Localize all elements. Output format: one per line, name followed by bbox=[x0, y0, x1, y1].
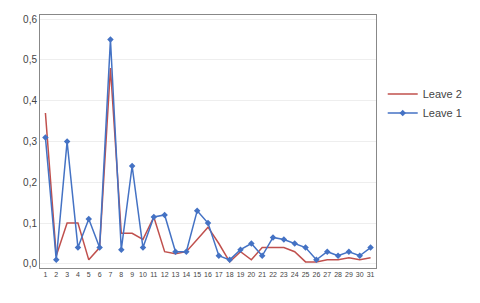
svg-text:0,6: 0,6 bbox=[23, 14, 37, 25]
svg-text:7: 7 bbox=[108, 271, 112, 278]
svg-text:1: 1 bbox=[43, 271, 47, 278]
svg-text:0,2: 0,2 bbox=[23, 177, 37, 188]
svg-text:29: 29 bbox=[345, 271, 353, 278]
svg-text:0,5: 0,5 bbox=[23, 54, 37, 65]
svg-text:26: 26 bbox=[312, 271, 320, 278]
svg-text:5: 5 bbox=[87, 271, 91, 278]
svg-text:2: 2 bbox=[54, 271, 58, 278]
svg-text:Leave 1: Leave 1 bbox=[423, 107, 462, 119]
svg-text:10: 10 bbox=[139, 271, 147, 278]
svg-text:0,1: 0,1 bbox=[23, 218, 37, 229]
svg-text:18: 18 bbox=[226, 271, 234, 278]
svg-text:20: 20 bbox=[247, 271, 255, 278]
svg-text:8: 8 bbox=[119, 271, 123, 278]
svg-text:22: 22 bbox=[269, 271, 277, 278]
svg-text:6: 6 bbox=[98, 271, 102, 278]
svg-text:25: 25 bbox=[302, 271, 310, 278]
svg-text:11: 11 bbox=[150, 271, 157, 278]
svg-text:23: 23 bbox=[280, 271, 288, 278]
svg-text:19: 19 bbox=[237, 271, 245, 278]
svg-text:12: 12 bbox=[161, 271, 169, 278]
svg-text:31: 31 bbox=[367, 271, 375, 278]
svg-text:30: 30 bbox=[356, 271, 364, 278]
svg-text:15: 15 bbox=[193, 271, 201, 278]
svg-text:Leave 2: Leave 2 bbox=[423, 88, 462, 100]
svg-text:0,0: 0,0 bbox=[23, 258, 37, 269]
svg-text:27: 27 bbox=[323, 271, 331, 278]
svg-text:0,3: 0,3 bbox=[23, 136, 37, 147]
svg-text:14: 14 bbox=[182, 271, 190, 278]
svg-text:4: 4 bbox=[76, 271, 80, 278]
svg-text:3: 3 bbox=[65, 271, 69, 278]
svg-text:17: 17 bbox=[215, 271, 223, 278]
svg-text:9: 9 bbox=[130, 271, 134, 278]
svg-text:13: 13 bbox=[172, 271, 180, 278]
svg-text:24: 24 bbox=[291, 271, 299, 278]
svg-text:21: 21 bbox=[258, 271, 266, 278]
svg-text:16: 16 bbox=[204, 271, 212, 278]
svg-text:0,4: 0,4 bbox=[23, 95, 37, 106]
svg-text:28: 28 bbox=[334, 271, 342, 278]
